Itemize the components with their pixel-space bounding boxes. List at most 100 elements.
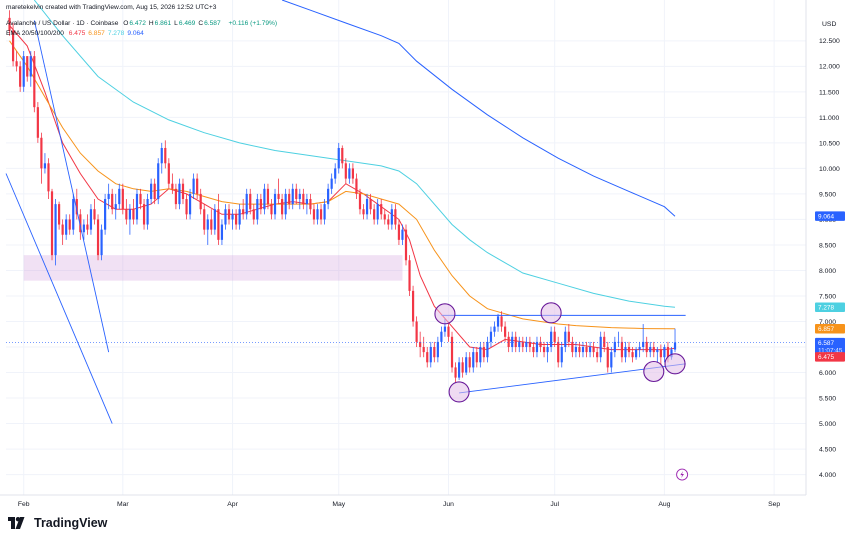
currency-label: USD (822, 21, 836, 28)
candle-body (231, 214, 234, 220)
ema-line (33, 0, 676, 308)
price-change: +0.116 (+1.79%) (228, 20, 278, 27)
candle-body (19, 66, 22, 87)
pivot-marker[interactable] (448, 381, 470, 403)
candle-body (387, 219, 390, 225)
candle-body (535, 341, 539, 353)
flash-icon-bolt (680, 471, 685, 479)
candle-body (638, 347, 641, 350)
candle-body (263, 188, 266, 210)
candle-body (192, 178, 195, 194)
candle-body (475, 352, 478, 363)
ohlc-key: C (198, 20, 204, 27)
candle-body (362, 209, 365, 215)
candle-body (167, 163, 170, 184)
symbol-legend[interactable]: Avalanche / US Dollar · 1D · Coinbase O6… (6, 20, 280, 27)
tradingview-logo-icon (8, 517, 25, 529)
candle-body (29, 56, 32, 77)
price-axis[interactable]: 12.500 12.000 11.500 11.000 10.500 10.000 9.50… (819, 38, 840, 479)
demand-zone (23, 255, 403, 281)
candle-body (504, 326, 507, 337)
pivot-marker[interactable] (540, 302, 562, 324)
pivot-marker[interactable] (664, 353, 686, 375)
candle-body (273, 193, 277, 215)
candle-body (86, 224, 89, 230)
ohlc-key: L (174, 20, 178, 27)
candle-body (550, 331, 553, 348)
candle-body (227, 209, 231, 220)
candle-body (649, 347, 652, 353)
candle-body (139, 193, 142, 205)
symbol-name[interactable]: Avalanche / US Dollar · 1D · Coinbase (6, 20, 119, 27)
candle-body (557, 341, 560, 363)
pivot-marker[interactable] (434, 303, 456, 325)
candle-body (11, 30, 15, 62)
price-badge-text: 6.475 (818, 354, 834, 361)
flash-icon[interactable] (676, 468, 689, 481)
chart-drawings (5, 20, 806, 481)
candle-body (642, 341, 645, 348)
candle-body (610, 352, 613, 368)
price-tick-label: 8.500 (819, 242, 836, 249)
candle-body (188, 193, 192, 215)
price-badge (815, 352, 845, 362)
ema-label[interactable]: EMA 20/50/100/200 (6, 30, 64, 37)
candle-body (270, 204, 273, 215)
candle-body (206, 219, 209, 230)
candle-body (521, 341, 524, 348)
candle-body (107, 193, 110, 200)
candle-body (256, 199, 259, 220)
time-tick-label: Jun (443, 501, 454, 508)
candle-body (121, 188, 124, 210)
candle-body (624, 347, 627, 358)
candle-body (447, 326, 450, 337)
candle-body (36, 107, 39, 138)
candle-body (82, 224, 85, 233)
candle-body (631, 352, 634, 358)
candle-body (440, 331, 443, 342)
candle-body (670, 349, 673, 358)
candle-body (245, 193, 248, 215)
candle-body (171, 183, 174, 189)
pivot-marker[interactable] (643, 360, 665, 383)
candle-body (380, 204, 383, 215)
tradingview-brand[interactable]: TradingView (8, 516, 107, 530)
time-axis[interactable]: Feb Mar Apr May Jun Jul Aug Sep (18, 501, 781, 508)
candle-body (43, 163, 47, 169)
price-badge (815, 302, 845, 313)
candle-body (450, 336, 454, 368)
candle-body (486, 341, 489, 358)
candle-body (578, 347, 581, 353)
candle-body (408, 260, 411, 291)
candle-body (348, 168, 351, 179)
ema-value: 7.278 (107, 30, 125, 37)
candle-body (585, 347, 588, 353)
candle-body (574, 347, 578, 353)
candles (8, 10, 677, 383)
ema-line (9, 25, 676, 351)
candle-body (415, 321, 418, 342)
candle-body (479, 347, 482, 363)
candle-body (567, 331, 570, 342)
candle-body (532, 347, 535, 353)
ohlc-value: 6.472 (129, 20, 146, 27)
price-tick-label: 4.000 (819, 472, 836, 479)
trendline[interactable] (33, 20, 110, 353)
candle-body (26, 56, 29, 77)
time-tick-label: Feb (18, 501, 30, 508)
candle-body (323, 204, 326, 220)
ema-legend[interactable]: EMA 20/50/100/200 6.475 6.857 7.278 9.064 (6, 30, 150, 37)
candle-body (153, 183, 156, 200)
candle-body (334, 168, 337, 179)
candle-body (426, 352, 429, 363)
candle-body (281, 199, 284, 215)
candle-body (15, 61, 18, 67)
trendline[interactable] (5, 173, 113, 424)
price-tick-label: 10.000 (819, 166, 840, 173)
candle-body (514, 336, 517, 348)
candle-body (659, 349, 662, 358)
candle-body (65, 219, 68, 235)
price-tick-label: 5.500 (819, 395, 836, 402)
